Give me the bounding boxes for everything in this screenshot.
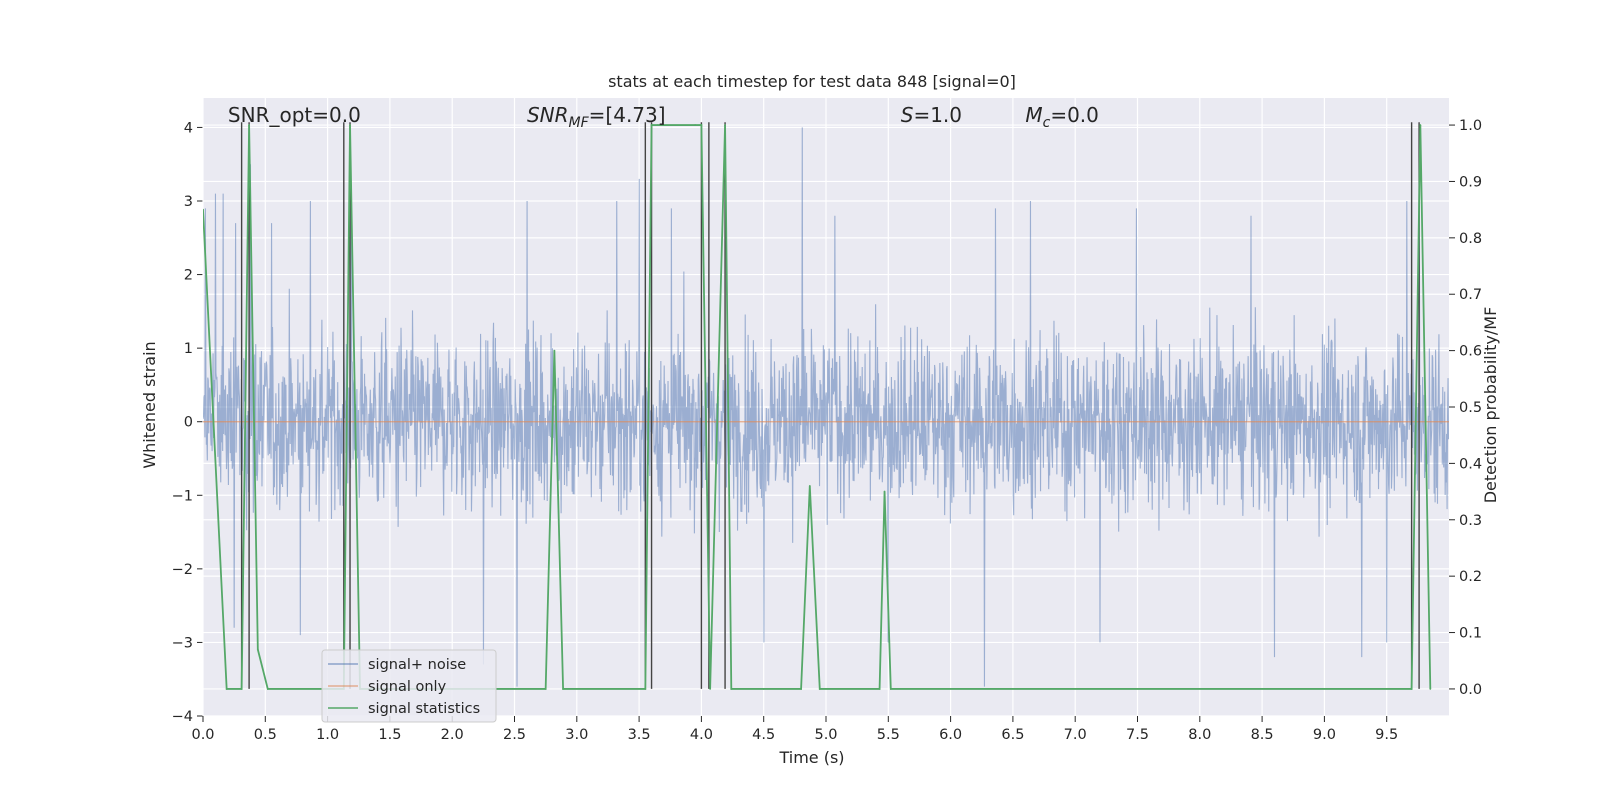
y-tick-label: 1 — [184, 341, 193, 357]
x-tick-label: 7.5 — [1126, 727, 1149, 743]
stats-point — [800, 688, 802, 690]
stats-point — [694, 124, 697, 126]
x-axis-label: Time (s) — [778, 748, 844, 767]
y2-tick-label: 1.0 — [1459, 118, 1482, 134]
x-tick-label: 8.5 — [1251, 727, 1274, 743]
y-tick-label: −1 — [172, 488, 193, 504]
x-tick-label: 3.0 — [565, 727, 588, 743]
legend-label-1: signal only — [368, 679, 447, 695]
y-axis-label: Whitened strain — [140, 341, 159, 468]
y2-tick-label: 0.2 — [1459, 569, 1482, 585]
stats-point — [818, 688, 821, 690]
series-signal-noise — [203, 127, 1449, 687]
y-tick-label: 4 — [184, 120, 193, 136]
y2-tick-label: 0.4 — [1459, 456, 1482, 472]
x-tick-label: 2.5 — [503, 727, 526, 743]
stats-point — [762, 688, 765, 690]
stats-point — [225, 688, 228, 690]
annotation-1: SNRMF=[4.73] — [527, 103, 666, 131]
stats-point — [266, 688, 269, 690]
x-tick-label: 1.0 — [316, 727, 339, 743]
x-tick-label: 5.5 — [877, 727, 900, 743]
stats-point — [544, 688, 547, 690]
stats-point — [878, 688, 881, 690]
chart-title: stats at each timestep for test data 848… — [608, 72, 1016, 91]
stats-point — [656, 124, 659, 126]
x-tick-label: 0.5 — [254, 727, 277, 743]
y2-tick-label: 0.6 — [1459, 344, 1482, 360]
stats-point — [808, 485, 811, 487]
y-tick-label: 2 — [184, 268, 193, 284]
stats-point — [553, 349, 556, 352]
y-tick-label: −3 — [172, 635, 193, 651]
annotation-2: S=1.0 — [901, 103, 962, 127]
x-tick-label: 6.0 — [939, 727, 962, 743]
stats-point — [644, 688, 647, 690]
stats-point — [562, 688, 564, 690]
y-tick-label: −2 — [172, 562, 193, 578]
y-tick-label: −4 — [172, 709, 193, 725]
y-tick-label: 0 — [184, 415, 193, 431]
annotation-0: SNR_opt=0.0 — [228, 103, 361, 127]
x-tick-label: 1.5 — [378, 727, 401, 743]
y2-tick-label: 0.1 — [1459, 626, 1482, 642]
x-tick-label: 0.0 — [191, 727, 214, 743]
x-tick-label: 6.5 — [1001, 727, 1024, 743]
stats-point — [724, 124, 726, 126]
y2-tick-label: 0.0 — [1459, 682, 1482, 698]
stats-point — [700, 124, 703, 126]
x-tick-label: 3.5 — [628, 727, 651, 743]
legend-box — [321, 649, 497, 723]
data-layer — [203, 122, 1449, 690]
x-tick-label: 5.0 — [814, 727, 837, 743]
stats-point — [240, 688, 243, 690]
x-tick-label: 2.0 — [441, 727, 464, 743]
stats-point — [1419, 124, 1422, 126]
stats-point — [650, 124, 653, 126]
stats-point — [883, 490, 886, 493]
stats-point — [1410, 688, 1413, 690]
x-tick-label: 4.0 — [690, 727, 713, 743]
y-tick-label: 3 — [184, 194, 193, 210]
stats-point — [203, 208, 204, 211]
y2-axis-label: Detection probability/MF — [1481, 307, 1500, 504]
annotation-3: Mc=0.0 — [1025, 103, 1099, 131]
y2-tick-label: 0.7 — [1459, 287, 1482, 303]
stats-point — [889, 688, 892, 690]
stats-point — [730, 688, 733, 690]
stats-point — [248, 124, 251, 126]
stats-point — [256, 648, 259, 651]
stats-point — [349, 124, 351, 126]
x-tick-label: 9.0 — [1313, 727, 1336, 743]
y2-tick-label: 0.9 — [1459, 174, 1482, 190]
plot-area: 4 3 2 1 0 −1 −2 −3 −4 1.0 0.9 0.8 0.7 0.6 0.5 0.4 0.3 0.2… — [172, 98, 1482, 743]
x-tick-label: 9.5 — [1375, 727, 1398, 743]
x-tick-label: 8.0 — [1188, 727, 1211, 743]
y2-tick-label: 0.5 — [1459, 400, 1482, 416]
y2-tick-label: 0.3 — [1459, 513, 1482, 529]
series-signal-statistics — [203, 124, 1432, 690]
x-tick-label: 4.5 — [752, 727, 775, 743]
legend: signal+ noise signal only signal statistic… — [321, 649, 497, 723]
legend-label-0: signal+ noise — [368, 657, 466, 673]
stats-point — [709, 688, 712, 690]
stats-point — [1429, 688, 1432, 690]
legend-label-2: signal statistics — [368, 701, 480, 717]
y2-tick-label: 0.8 — [1459, 231, 1482, 247]
x-tick-label: 7.0 — [1064, 727, 1087, 743]
